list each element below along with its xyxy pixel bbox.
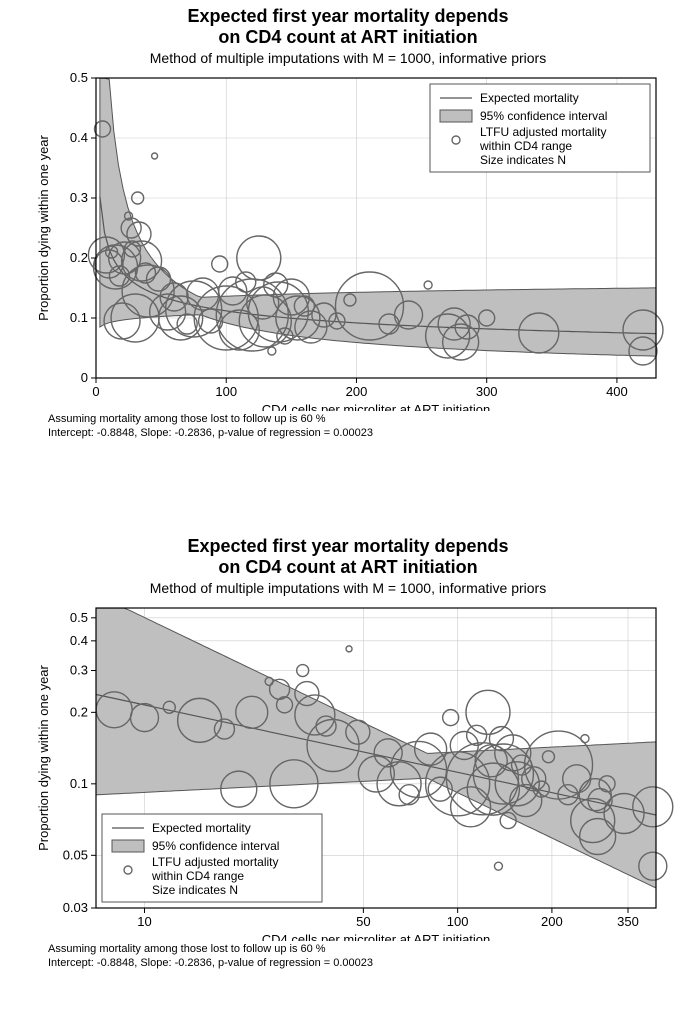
legend-line-label: Expected mortality — [480, 91, 579, 105]
y-tick-label: 0.05 — [63, 847, 88, 862]
data-bubble — [581, 735, 589, 743]
x-tick-label: 0 — [92, 384, 99, 399]
legend-bubble-label2: within CD4 range — [151, 869, 244, 883]
bottom-chart: 0.03 0.05 0.1 0.2 0.3 0.4 0.5 10 50 100 200 350 CD4 … — [18, 596, 678, 941]
y-tick-label: 0.3 — [70, 663, 88, 678]
y-axis-label: Proportion dying within one year — [36, 134, 51, 320]
data-bubble — [494, 862, 502, 870]
legend-bubble-label: LTFU adjusted mortality — [480, 125, 607, 139]
x-tick-label: 10 — [137, 914, 151, 929]
data-bubble — [399, 785, 419, 805]
data-bubble — [268, 347, 276, 355]
x-tick-label: 200 — [346, 384, 368, 399]
y-axis-label: Proportion dying within one year — [36, 664, 51, 850]
x-tick-label: 300 — [476, 384, 498, 399]
chart-subtitle: Method of multiple imputations with M = … — [0, 580, 696, 596]
chart-footnote: Assuming mortality among those lost to f… — [48, 413, 696, 441]
x-tick-label: 50 — [356, 914, 370, 929]
chart-footnote: Assuming mortality among those lost to f… — [48, 943, 696, 971]
y-tick-label: 0.1 — [70, 310, 88, 325]
x-tick-label: 100 — [215, 384, 237, 399]
legend-ci-label: 95% confidence interval — [480, 109, 607, 123]
y-tick-label: 0.03 — [63, 900, 88, 915]
legend-line-label: Expected mortality — [152, 821, 251, 835]
x-axis-label: CD4 cells per microliter at ART initiati… — [262, 402, 491, 411]
data-bubble — [152, 153, 158, 159]
chart-title: Expected first year mortality depends on… — [0, 6, 696, 48]
legend-bubble-label: LTFU adjusted mortality — [152, 855, 279, 869]
top-panel: Expected first year mortality depends on… — [0, 0, 696, 495]
chart-title: Expected first year mortality depends on… — [0, 536, 696, 578]
top-chart: 0 0.1 0.2 0.3 0.4 0.5 0 100 200 300 400 CD4 cells p… — [18, 66, 678, 411]
y-tick-label: 0.3 — [70, 190, 88, 205]
bottom-panel: Expected first year mortality depends on… — [0, 530, 696, 1025]
data-bubble — [443, 710, 459, 726]
legend-bubble-label2: within CD4 range — [479, 139, 572, 153]
x-tick-label: 400 — [606, 384, 628, 399]
y-tick-label: 0.1 — [70, 776, 88, 791]
y-tick-label: 0.2 — [70, 250, 88, 265]
x-tick-label: 100 — [447, 914, 469, 929]
y-tick-label: 0.5 — [70, 70, 88, 85]
y-tick-label: 0.4 — [70, 130, 88, 145]
x-axis-label: CD4 cells per microliter at ART initiati… — [262, 932, 491, 941]
x-tick-label: 200 — [541, 914, 563, 929]
data-bubble — [212, 256, 228, 272]
data-bubble — [424, 281, 432, 289]
y-tick-label: 0.4 — [70, 633, 88, 648]
legend-bubble-label3: Size indicates N — [480, 153, 566, 167]
legend-ci-label: 95% confidence interval — [152, 839, 279, 853]
chart-subtitle: Method of multiple imputations with M = … — [0, 50, 696, 66]
legend-bubble-label3: Size indicates N — [152, 883, 238, 897]
x-tick-label: 350 — [617, 914, 639, 929]
y-tick-label: 0 — [81, 370, 88, 385]
y-tick-label: 0.5 — [70, 610, 88, 625]
data-bubble — [346, 646, 352, 652]
y-tick-label: 0.2 — [70, 704, 88, 719]
